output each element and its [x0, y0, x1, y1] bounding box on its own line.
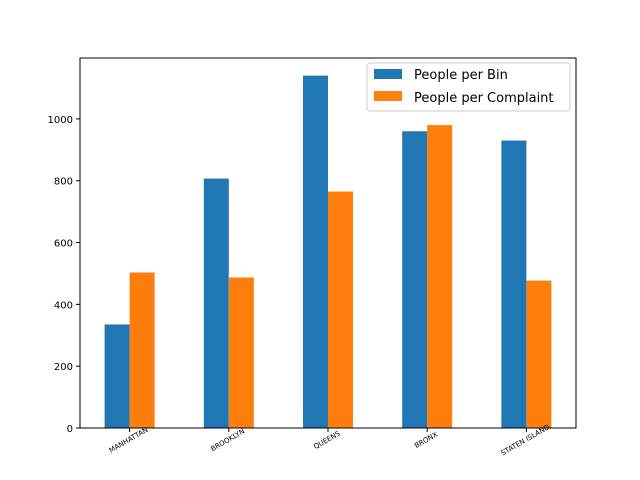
bar-people-per-bin-bronx [402, 131, 428, 428]
y-tick-label: 0 [67, 424, 73, 435]
bar-people-per-complaint-staten-island [526, 280, 552, 428]
y-tick-label: 600 [54, 239, 73, 250]
x-tick-label: BRONX [413, 430, 439, 450]
bar-people-per-bin-brooklyn [203, 178, 229, 428]
bar-people-per-complaint-manhattan [129, 272, 155, 428]
legend-label-people-per-bin: People per Bin [414, 68, 508, 83]
legend-label-people-per-complaint: People per Complaint [414, 91, 554, 106]
legend-swatch-people-per-bin [374, 69, 402, 79]
x-tick-label: QUEENS [312, 429, 342, 451]
y-axis: 0 200 400 600 800 1000 [48, 115, 80, 435]
legend: People per Bin People per Complaint [366, 62, 571, 112]
bar-people-per-complaint-brooklyn [228, 277, 254, 428]
x-tick-label: BROOKLYN [209, 427, 246, 453]
bar-people-per-complaint-queens [328, 191, 353, 428]
legend-box [366, 62, 571, 112]
bar-people-per-bin-queens [303, 75, 328, 428]
y-tick-label: 800 [54, 177, 73, 188]
y-tick-label: 1000 [48, 115, 73, 126]
x-tick-label: MANHATTAN [108, 426, 150, 455]
legend-swatch-people-per-complaint [374, 91, 402, 101]
bar-people-per-bin-staten-island [501, 140, 527, 429]
bar-people-per-bin-manhattan [104, 324, 130, 428]
y-tick-label: 400 [54, 300, 73, 311]
y-tick-label: 200 [54, 362, 73, 373]
bars-group [104, 75, 552, 429]
bar-people-per-complaint-bronx [427, 125, 453, 429]
